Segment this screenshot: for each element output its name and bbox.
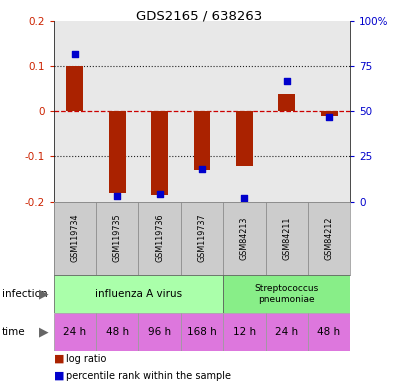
Point <box>199 166 205 172</box>
Bar <box>54 313 96 351</box>
Point <box>72 51 78 57</box>
Bar <box>223 313 265 351</box>
Bar <box>193 111 211 170</box>
Text: influenza A virus: influenza A virus <box>95 289 182 299</box>
Text: ▶: ▶ <box>39 287 49 300</box>
Text: GSM119736: GSM119736 <box>155 214 164 262</box>
Text: 48 h: 48 h <box>106 327 129 337</box>
Bar <box>320 111 338 116</box>
Bar <box>109 111 126 193</box>
Text: GDS2165 / 638263: GDS2165 / 638263 <box>136 10 262 23</box>
Bar <box>54 275 223 313</box>
Text: ■: ■ <box>54 354 64 364</box>
Bar <box>278 94 295 111</box>
Text: GSM84212: GSM84212 <box>324 216 334 260</box>
Text: GSM119734: GSM119734 <box>70 214 80 262</box>
Text: 24 h: 24 h <box>63 327 86 337</box>
Bar <box>265 202 308 275</box>
Bar <box>181 313 223 351</box>
Text: 96 h: 96 h <box>148 327 171 337</box>
Bar <box>139 313 181 351</box>
Bar <box>66 66 84 111</box>
Text: infection: infection <box>2 289 48 299</box>
Text: GSM119737: GSM119737 <box>197 214 207 262</box>
Point <box>241 195 248 201</box>
Bar <box>96 313 139 351</box>
Point <box>114 193 121 199</box>
Text: GSM84213: GSM84213 <box>240 217 249 260</box>
Text: 24 h: 24 h <box>275 327 298 337</box>
Bar <box>54 202 96 275</box>
Bar <box>308 202 350 275</box>
Bar <box>308 313 350 351</box>
Bar <box>265 313 308 351</box>
Point <box>326 114 332 120</box>
Bar <box>236 111 253 166</box>
Bar <box>96 202 139 275</box>
Text: GSM119735: GSM119735 <box>113 214 122 262</box>
Bar <box>223 275 350 313</box>
Text: time: time <box>2 327 25 337</box>
Bar <box>151 111 168 195</box>
Text: 168 h: 168 h <box>187 327 217 337</box>
Text: ■: ■ <box>54 371 64 381</box>
Text: log ratio: log ratio <box>66 354 106 364</box>
Text: GSM84211: GSM84211 <box>282 217 291 260</box>
Text: 48 h: 48 h <box>318 327 341 337</box>
Text: percentile rank within the sample: percentile rank within the sample <box>66 371 231 381</box>
Text: ▶: ▶ <box>39 326 49 339</box>
Bar <box>139 202 181 275</box>
Text: 12 h: 12 h <box>233 327 256 337</box>
Bar <box>223 202 265 275</box>
Bar <box>181 202 223 275</box>
Text: Streptococcus
pneumoniae: Streptococcus pneumoniae <box>255 284 319 304</box>
Point <box>156 191 163 197</box>
Point <box>283 78 290 84</box>
